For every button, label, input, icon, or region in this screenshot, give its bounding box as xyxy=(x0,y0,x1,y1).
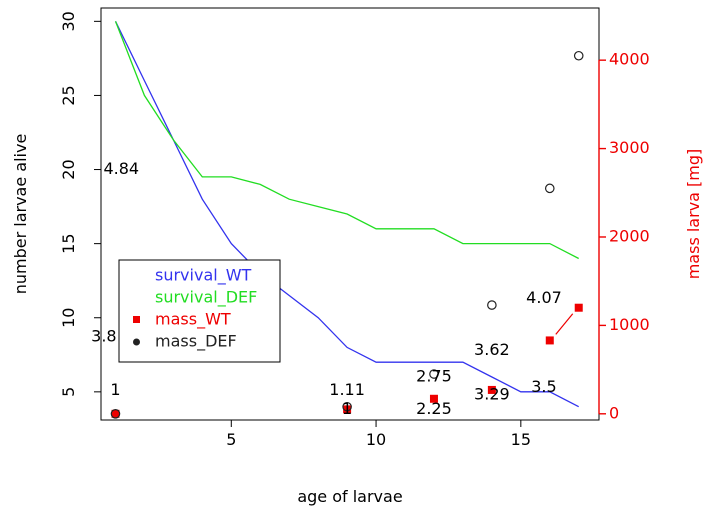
x-tick-label: 15 xyxy=(511,430,531,449)
data-label: 3.29 xyxy=(474,384,510,403)
data-label: 3.62 xyxy=(474,340,510,359)
y2-axis-label: mass larva [mg] xyxy=(684,149,703,280)
axis-layer: 5 10 15 5 10 15 20 25 30 0 1000 2000 3000 4000 xyxy=(59,11,650,449)
data-label: 4.07 xyxy=(526,288,562,307)
y2-tick-label: 4000 xyxy=(609,50,650,69)
data-point-mass_WT xyxy=(487,385,496,394)
data-label: 1 xyxy=(110,380,120,399)
data-label: 3.5 xyxy=(531,377,556,396)
y-tick-label: 10 xyxy=(59,308,78,328)
data-point-mass_WT xyxy=(429,394,438,403)
series-layer xyxy=(110,21,584,419)
series-line-survival_WT xyxy=(114,21,579,408)
y2-tick-label: 1000 xyxy=(609,315,650,334)
data-label: 4.84 xyxy=(103,159,139,178)
x-tick-label: 5 xyxy=(226,430,236,449)
data-point-mass_WT xyxy=(111,409,120,418)
y-tick-label: 25 xyxy=(59,85,78,105)
data-label: 2.25 xyxy=(416,399,452,418)
data-point-mass_DEF xyxy=(573,50,584,61)
data-point-mass_WT xyxy=(574,303,583,312)
data-point-mass_DEF xyxy=(487,300,497,310)
data-point-mass_DEF xyxy=(110,409,121,419)
y-tick-label: 15 xyxy=(59,233,78,253)
y-axis-label: number larvae alive xyxy=(11,134,30,295)
series-line-survival_DEF xyxy=(114,21,579,260)
x-tick-label: 10 xyxy=(366,430,386,449)
y-tick-label: 20 xyxy=(59,159,78,179)
legend-label-survival_DEF: survival_DEF xyxy=(155,288,257,308)
x-axis-label: age of larvae xyxy=(297,487,402,506)
y2-tick-label: 0 xyxy=(609,403,619,422)
legend-label-survival_WT: survival_WT xyxy=(155,266,252,286)
data-point-mass_DEF xyxy=(342,401,352,412)
data-point-mass_WT xyxy=(545,336,554,345)
legend-box xyxy=(118,259,281,363)
legend-label-mass_WT: mass_WT xyxy=(155,310,231,330)
y-tick-label: 30 xyxy=(59,11,78,31)
legend-label-mass_DEF: mass_DEF xyxy=(155,332,237,352)
mass-wt-connector xyxy=(555,313,574,335)
y2-tick-label: 2000 xyxy=(609,226,650,245)
legend-marker-mass_DEF xyxy=(133,338,140,346)
legend-marker-mass_WT xyxy=(133,316,140,323)
data-point-mass_DEF xyxy=(544,183,555,194)
data-point-mass_DEF xyxy=(429,369,439,379)
data-point-mass_WT xyxy=(343,405,352,414)
data-label: 2.75 xyxy=(416,367,452,386)
data-label: 1 xyxy=(342,399,352,418)
y2-tick-label: 3000 xyxy=(609,138,650,157)
y-tick-label: 5 xyxy=(59,387,78,397)
data-label: 3.8 xyxy=(91,327,116,346)
data-label: 1.11 xyxy=(329,380,365,399)
